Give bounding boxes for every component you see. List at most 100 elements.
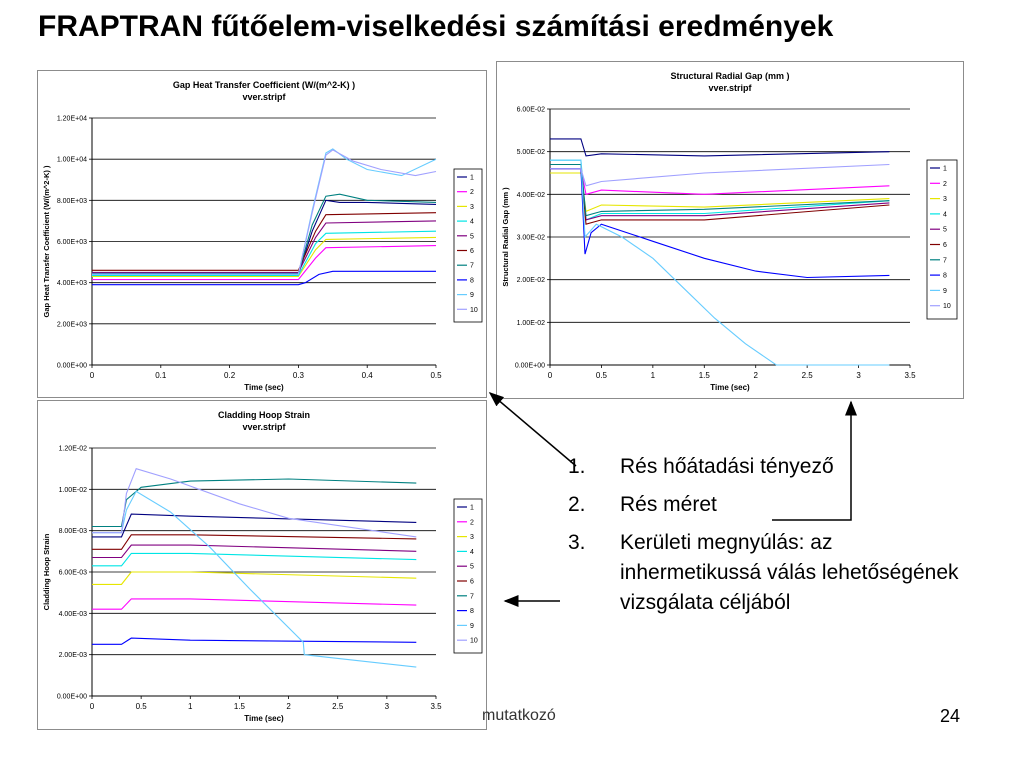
series-line-4 (92, 552, 417, 567)
legend-label: 2 (943, 181, 947, 188)
structural-radial-gap-chart: Structural Radial Gap (mm ) vver.stripf 0.… (496, 61, 964, 399)
y-tick-label: 2.00E+03 (57, 321, 87, 328)
legend-label: 2 (470, 519, 474, 526)
x-tick-label: 2.5 (802, 371, 814, 380)
y-tick-label: 0.00E+00 (57, 363, 87, 370)
legend-label: 9 (943, 288, 947, 295)
legend-label: 8 (470, 277, 474, 284)
legend-box (926, 159, 958, 320)
list-number: 3. (568, 531, 586, 554)
y-tick-label: 1.00E-02 (59, 487, 88, 494)
x-axis-label: Time (sec) (244, 383, 284, 392)
x-tick-label: 0.4 (362, 371, 374, 380)
series-line-7 (92, 478, 417, 528)
legend-label: 7 (470, 593, 474, 600)
chart-subtitle: vver.stripf (242, 92, 286, 102)
series-line-7 (92, 193, 437, 274)
y-tick-label: 6.00E-03 (59, 570, 88, 577)
x-tick-label: 0.5 (430, 371, 442, 380)
chart-title: Cladding Hoop Strain (218, 410, 310, 420)
list-item: 2. Rés méret (568, 490, 968, 520)
legend-label: 1 (470, 175, 474, 182)
legend-label: 10 (943, 303, 951, 310)
x-tick-label: 1 (651, 371, 656, 380)
y-tick-label: 1.20E-02 (59, 446, 88, 453)
legend-label: 2 (470, 189, 474, 196)
legend-label: 9 (470, 623, 474, 630)
cladding-hoop-strain-chart: Cladding Hoop Strain vver.stripf 0.00E+00 2… (37, 400, 487, 730)
y-tick-label: 0.00E+00 (515, 363, 545, 370)
x-tick-label: 2 (753, 371, 758, 380)
series-line-6 (92, 534, 417, 550)
legend-label: 8 (470, 608, 474, 615)
x-tick-label: 2.5 (332, 702, 344, 711)
legend-label: 10 (470, 638, 478, 645)
series-line-8 (92, 637, 417, 645)
legend-label: 10 (470, 307, 478, 314)
series-line-3 (92, 236, 437, 278)
legend-label: 8 (943, 273, 947, 280)
y-tick-label: 8.00E+03 (57, 198, 87, 205)
legend-label: 5 (943, 227, 947, 234)
y-tick-label: 3.00E-02 (517, 235, 546, 242)
y-tick-label: 2.00E-03 (59, 652, 88, 659)
x-axis-label: Time (sec) (244, 714, 284, 723)
y-tick-label: 4.00E-03 (59, 611, 88, 618)
x-axis-label: Time (sec) (710, 383, 750, 392)
series-line-2 (92, 245, 437, 281)
list-text: Rés méret (620, 493, 717, 516)
y-tick-label: 4.00E-02 (517, 192, 546, 199)
list-item: 3. Kerületi megnyúlás: az inhermetikussá… (568, 528, 968, 618)
chart-title: Structural Radial Gap (mm ) (670, 71, 789, 81)
x-tick-label: 0.1 (155, 371, 167, 380)
chart-subtitle: vver.stripf (708, 83, 752, 93)
cladding-hoop-strain-chart-svg: Cladding Hoop Strain vver.stripf 0.00E+00 2… (42, 410, 483, 723)
slide-title: FRAPTRAN fűtőelem-viselkedési számítási … (38, 10, 834, 43)
series-line-1 (92, 513, 417, 538)
series-line-2 (92, 598, 417, 610)
list-number: 2. (568, 493, 586, 516)
y-tick-label: 1.20E+04 (57, 116, 87, 123)
x-tick-label: 2 (286, 702, 291, 711)
page-number: 24 (940, 706, 961, 726)
series-line-3 (550, 172, 890, 213)
y-tick-label: 1.00E+04 (57, 157, 87, 164)
series-line-8 (92, 270, 436, 286)
series-line-10 (92, 149, 437, 275)
series-line-5 (92, 220, 437, 273)
x-tick-label: 0.3 (293, 371, 305, 380)
y-axis-label: Cladding Hoop Strain (42, 533, 51, 610)
legend-label: 6 (470, 579, 474, 586)
chart-subtitle: vver.stripf (242, 422, 286, 432)
footer-text: mutatkozó (482, 707, 556, 724)
legend-label: 7 (943, 257, 947, 264)
y-axis-label: Gap Heat Transfer Coefficient (W/(m^2-K)… (42, 165, 51, 317)
series-line-10 (550, 163, 890, 187)
gap-heat-transfer-chart: Gap Heat Transfer Coefficient (W/(m^2-K)… (37, 70, 487, 398)
arrow-to-gap-heat-chart (488, 392, 577, 467)
x-tick-label: 3 (385, 702, 390, 711)
x-tick-label: 1.5 (699, 371, 711, 380)
series-line-10 (92, 468, 417, 538)
chart-title: Gap Heat Transfer Coefficient (W/(m^2-K)… (173, 80, 355, 90)
legend-label: 6 (943, 242, 947, 249)
legend-label: 3 (470, 204, 474, 211)
legend-label: 3 (943, 196, 947, 203)
legend-box (453, 168, 483, 323)
series-line-6 (92, 212, 437, 271)
series-line-1 (550, 138, 890, 157)
legend-label: 6 (470, 248, 474, 255)
x-tick-label: 1 (188, 702, 193, 711)
series-line-9 (92, 148, 437, 275)
list-text: Kerületi megnyúlás: az inhermetikussá vá… (620, 531, 959, 614)
x-tick-label: 0.2 (224, 371, 236, 380)
legend-box (453, 498, 483, 654)
series-line-9 (550, 159, 890, 366)
structural-radial-gap-chart-svg: Structural Radial Gap (mm ) vver.stripf 0.… (501, 71, 958, 392)
list-item: 1. Rés hőátadási tényező (568, 452, 968, 482)
legend-label: 1 (470, 505, 474, 512)
series-line-7 (550, 163, 890, 217)
y-tick-label: 5.00E-02 (517, 149, 546, 156)
x-tick-label: 1.5 (234, 702, 246, 711)
legend-label: 4 (943, 211, 947, 218)
